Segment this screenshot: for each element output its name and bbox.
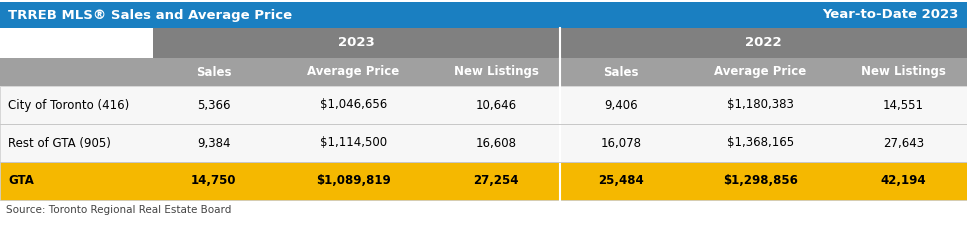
- FancyBboxPatch shape: [153, 28, 560, 58]
- Text: GTA: GTA: [8, 174, 34, 188]
- Text: Source: Toronto Regional Real Estate Board: Source: Toronto Regional Real Estate Boa…: [6, 205, 231, 215]
- Text: $1,114,500: $1,114,500: [320, 137, 387, 149]
- Text: 16,078: 16,078: [601, 137, 641, 149]
- Text: Sales: Sales: [603, 65, 638, 79]
- Text: 2022: 2022: [746, 36, 781, 50]
- Text: 5,366: 5,366: [197, 99, 230, 111]
- Text: TRREB MLS® Sales and Average Price: TRREB MLS® Sales and Average Price: [8, 9, 292, 21]
- Text: $1,046,656: $1,046,656: [320, 99, 387, 111]
- Text: $1,089,819: $1,089,819: [316, 174, 391, 188]
- Text: 14,750: 14,750: [191, 174, 237, 188]
- Text: 25,484: 25,484: [598, 174, 644, 188]
- FancyBboxPatch shape: [0, 28, 153, 58]
- FancyBboxPatch shape: [0, 162, 967, 200]
- Text: 9,406: 9,406: [604, 99, 637, 111]
- Text: 10,646: 10,646: [476, 99, 516, 111]
- Text: $1,298,856: $1,298,856: [723, 174, 798, 188]
- Text: 27,254: 27,254: [474, 174, 519, 188]
- Text: $1,180,383: $1,180,383: [727, 99, 794, 111]
- Text: 16,608: 16,608: [476, 137, 516, 149]
- Text: Rest of GTA (905): Rest of GTA (905): [8, 137, 111, 149]
- Text: 14,551: 14,551: [883, 99, 923, 111]
- Text: Sales: Sales: [196, 65, 231, 79]
- FancyBboxPatch shape: [0, 86, 967, 124]
- Text: Year-to-Date 2023: Year-to-Date 2023: [823, 9, 959, 21]
- Text: City of Toronto (416): City of Toronto (416): [8, 99, 130, 111]
- FancyBboxPatch shape: [0, 58, 967, 86]
- FancyBboxPatch shape: [560, 28, 967, 58]
- Text: Average Price: Average Price: [715, 65, 806, 79]
- FancyBboxPatch shape: [0, 2, 967, 28]
- Text: Average Price: Average Price: [308, 65, 399, 79]
- Text: New Listings: New Listings: [454, 65, 539, 79]
- FancyBboxPatch shape: [0, 124, 967, 162]
- Text: $1,368,165: $1,368,165: [727, 137, 794, 149]
- Text: 2023: 2023: [338, 36, 375, 50]
- Text: 9,384: 9,384: [197, 137, 230, 149]
- Text: New Listings: New Listings: [861, 65, 946, 79]
- FancyBboxPatch shape: [559, 28, 561, 58]
- Text: 27,643: 27,643: [883, 137, 923, 149]
- Text: 42,194: 42,194: [881, 174, 926, 188]
